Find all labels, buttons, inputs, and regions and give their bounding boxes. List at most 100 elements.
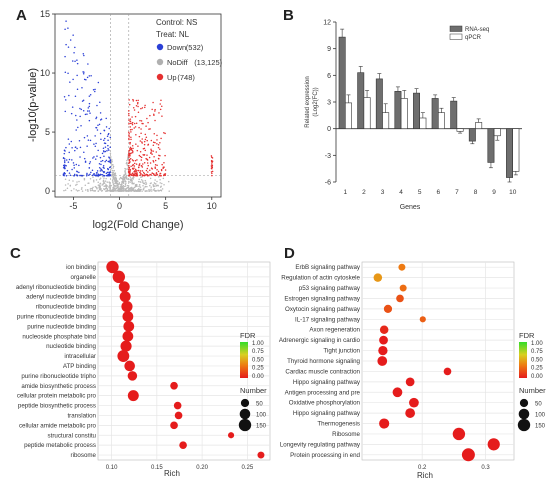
- nodiff-point: [139, 181, 141, 183]
- down-point: [67, 161, 70, 163]
- bubble-point: [118, 281, 130, 293]
- down-point: [64, 99, 67, 101]
- down-point: [67, 138, 70, 140]
- down-point: [100, 118, 103, 120]
- down-point: [107, 168, 109, 170]
- down-point: [83, 54, 85, 57]
- nodiff-point: [124, 190, 126, 192]
- bubble-point: [127, 371, 138, 381]
- down-point: [88, 105, 91, 108]
- nodiff-point: [111, 190, 113, 192]
- fdr-colorbar: [240, 342, 248, 378]
- down-point: [107, 174, 109, 177]
- nodiff-point: [159, 186, 162, 188]
- up-point: [210, 155, 213, 157]
- down-point: [87, 139, 90, 141]
- down-point: [103, 174, 105, 177]
- nodiff-point: [137, 180, 140, 183]
- nodiff-point: [133, 186, 136, 189]
- nodiff-point: [129, 187, 132, 189]
- up-point: [159, 108, 162, 111]
- down-point: [81, 100, 84, 102]
- y-tick-label: 5: [45, 127, 50, 137]
- bubble-category-label: peptide metabolic process: [24, 442, 96, 449]
- nodiff-point: [138, 178, 140, 180]
- nodiff-point: [103, 181, 105, 183]
- legend-label-down: Down: [167, 43, 186, 52]
- down-point: [62, 173, 65, 176]
- up-point: [164, 169, 167, 171]
- nodiff-point: [104, 180, 107, 182]
- nodiff-point: [112, 181, 114, 184]
- down-point: [89, 94, 92, 96]
- nodiff-point: [102, 179, 105, 181]
- bar-qpcr: [493, 128, 501, 137]
- nodiff-point: [135, 190, 138, 192]
- bubble-category-label: purine ribonucleotide tripho: [21, 373, 96, 380]
- up-point: [128, 119, 130, 121]
- down-point: [102, 147, 105, 150]
- bubble-category-label: p53 signaling pathway: [299, 285, 361, 292]
- nodiff-point: [125, 187, 128, 190]
- up-point: [129, 157, 132, 160]
- down-point: [94, 88, 96, 91]
- down-point: [103, 139, 105, 141]
- bubble-point: [443, 367, 452, 376]
- down-point: [86, 113, 88, 115]
- down-point: [86, 110, 89, 112]
- up-point: [131, 151, 134, 154]
- nodiff-point: [84, 184, 87, 186]
- down-point: [96, 155, 98, 157]
- down-point: [106, 135, 109, 138]
- bubble-category-label: Longevity regulating pathway: [280, 441, 361, 448]
- up-point: [156, 142, 158, 145]
- nodiff-point: [113, 182, 115, 185]
- bubble-category-label: purine ribonucleotide binding: [17, 313, 97, 320]
- bar-qpcr: [363, 97, 371, 129]
- number-legend-dot: [238, 418, 252, 432]
- up-point: [135, 134, 137, 136]
- up-point: [211, 161, 213, 164]
- nodiff-point: [83, 177, 86, 180]
- up-point: [151, 108, 153, 111]
- bar-rna-seq: [487, 128, 495, 163]
- nodiff-point: [78, 189, 80, 192]
- down-point: [70, 140, 73, 143]
- nodiff-point: [148, 190, 151, 192]
- nodiff-point: [112, 167, 114, 169]
- bar-x-tick-label: 3: [381, 189, 385, 196]
- nodiff-point: [105, 186, 108, 188]
- down-point: [71, 147, 73, 149]
- bubble-point: [379, 335, 388, 345]
- up-point: [128, 173, 131, 175]
- up-point: [154, 159, 157, 162]
- up-point: [157, 170, 160, 173]
- down-point: [76, 88, 79, 91]
- bubble-point: [452, 427, 466, 441]
- down-point: [79, 174, 81, 177]
- down-point: [79, 107, 81, 110]
- up-point: [135, 105, 138, 107]
- down-point: [96, 170, 99, 172]
- nodiff-point: [141, 190, 143, 192]
- up-point: [161, 105, 163, 108]
- up-point: [131, 116, 133, 118]
- nodiff-point: [118, 190, 121, 192]
- up-point: [129, 168, 132, 171]
- nodiff-point: [144, 185, 147, 188]
- up-point: [136, 103, 139, 105]
- up-point: [129, 122, 132, 125]
- nodiff-point: [114, 182, 117, 184]
- down-point: [83, 157, 86, 160]
- down-point: [102, 150, 105, 152]
- nodiff-point: [153, 185, 156, 187]
- x-tick-label: -5: [69, 201, 77, 211]
- bar-x-tick-label: 5: [418, 189, 422, 196]
- bar-legend: RNA-seq qPCR: [449, 25, 489, 41]
- up-point: [149, 114, 151, 117]
- down-point: [97, 173, 99, 175]
- legend-label-up: Up: [167, 73, 177, 82]
- number-legend-label: 150: [256, 424, 267, 430]
- nodiff-point: [124, 172, 127, 174]
